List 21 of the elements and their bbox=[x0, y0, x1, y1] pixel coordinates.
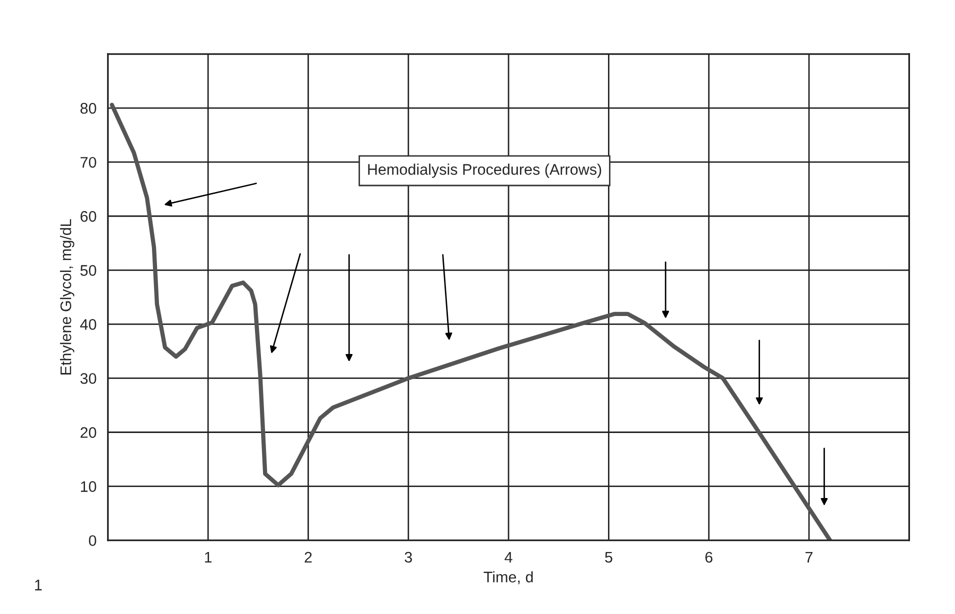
y-tick-label: 70 bbox=[80, 156, 96, 168]
x-tick-label: 6 bbox=[705, 552, 712, 563]
y-tick-label: 10 bbox=[80, 481, 96, 492]
y-tick-label: 80 bbox=[80, 102, 96, 114]
y-tick-label: 50 bbox=[80, 265, 96, 276]
line-series bbox=[110, 102, 832, 540]
x-tick-label: 3 bbox=[404, 552, 412, 563]
x-tick-label: 7 bbox=[806, 552, 812, 563]
x-tick-label: 2 bbox=[304, 552, 312, 563]
annotation: Hemodialysis Procedures (Arrows) bbox=[368, 164, 602, 178]
y-axis-title: Ethylene Glycol, mg/dL bbox=[60, 219, 74, 374]
y-tick-label: 40 bbox=[80, 319, 96, 330]
x-tick-label: 5 bbox=[605, 552, 612, 563]
x-tick-label: 1 bbox=[204, 552, 212, 563]
y-tick-label: 20 bbox=[80, 427, 96, 438]
x-tick-label: 4 bbox=[504, 552, 512, 563]
x-axis-title: Time, d bbox=[484, 571, 533, 584]
y-tick-label: 30 bbox=[80, 373, 96, 384]
y-tick-label: 60 bbox=[80, 210, 96, 222]
text: 1 bbox=[35, 580, 42, 590]
y-tick-label: 0 bbox=[88, 535, 96, 546]
